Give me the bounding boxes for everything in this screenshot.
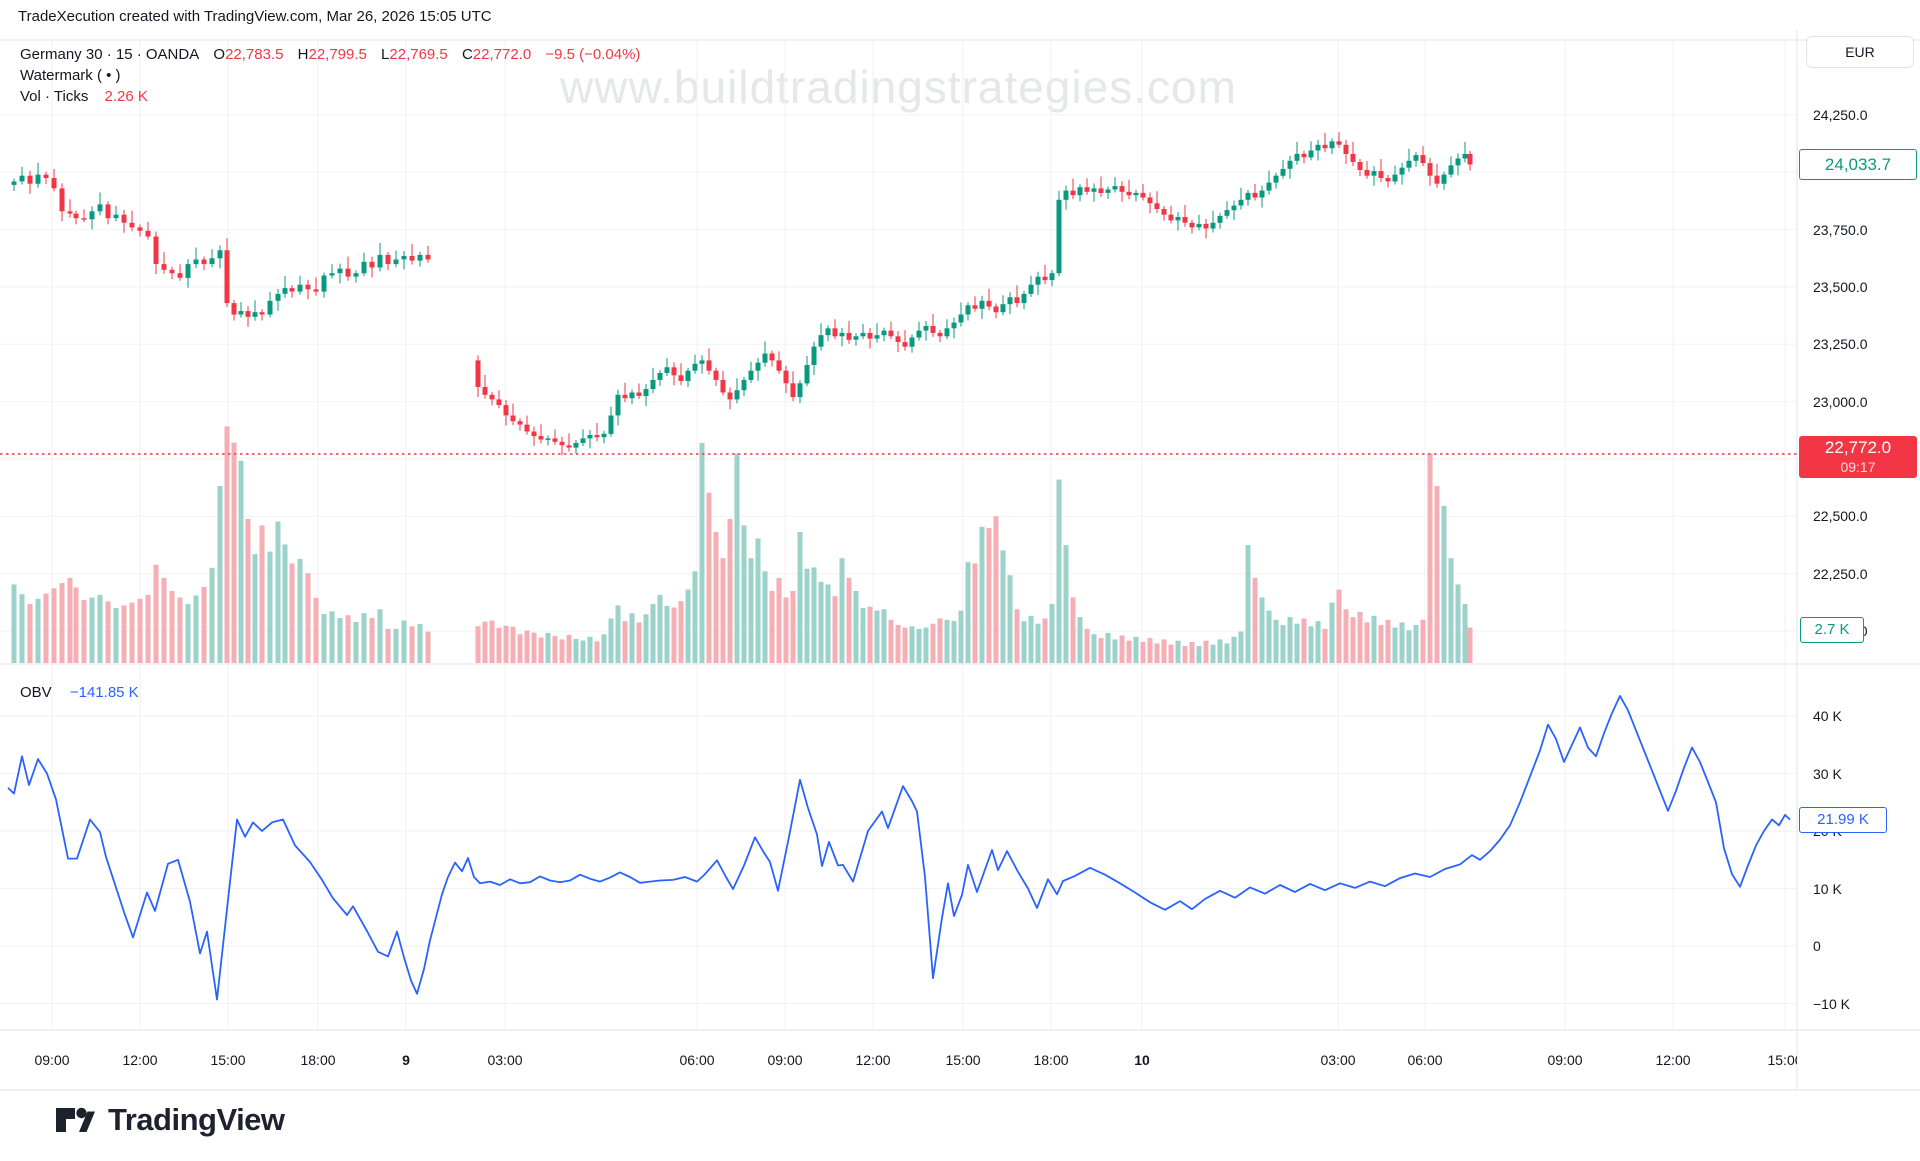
obv-tick-label: 40 K [1813,708,1842,724]
low-label: L [381,46,390,63]
time-tick-label: 15:00 [1767,1052,1797,1068]
time-tick-label: 9 [402,1052,410,1068]
obv-legend-row[interactable]: OBV −141.85 K [20,684,139,701]
low-value: 22,769.5 [389,46,448,63]
obv-value: −141.85 K [69,684,139,701]
chart-legend[interactable]: Germany 30 · 15 · OANDA O22,783.5 H22,79… [20,44,640,107]
close-value: 22,772.0 [472,46,532,63]
price-tick-label: 23,250.0 [1813,336,1868,352]
symbol-name[interactable]: Germany 30 · 15 · OANDA [20,46,200,63]
high-label: H [297,46,309,63]
price-tick-label: 23,750.0 [1813,222,1868,238]
session-price-value: 22,772.0 [1824,438,1892,457]
time-tick-label: 10 [1134,1052,1150,1068]
tradingview-footer[interactable]: TradingView [52,1096,285,1144]
session-price-time: 09:17 [1840,459,1876,475]
price-tick-label: 23,000.0 [1813,394,1868,410]
time-axis[interactable]: 09:00 12:00 15:00 18:00 9 03:00 06:00 09:00 12:0… [0,1030,1797,1090]
price-tick-label: 24,250.0 [1813,107,1868,123]
export-title: TradeXecution created with TradingView.c… [18,8,492,25]
price-tick-label: 22,500.0 [1813,508,1868,524]
time-tick-label: 18:00 [1033,1052,1069,1068]
obv-tick-label: 10 K [1813,881,1842,897]
price-tick-label: 23,500.0 [1813,279,1868,295]
tradingview-brand-text: TradingView [108,1102,285,1137]
time-tick-label: 09:00 [767,1052,803,1068]
watermark-setting-row[interactable]: Watermark ( • ) [20,67,121,84]
open-value: 22,783.5 [225,46,284,63]
time-tick-label: 09:00 [34,1052,70,1068]
close-label: C [461,46,473,63]
time-tick-label: 12:00 [1655,1052,1691,1068]
volume-legend-row[interactable]: Vol · Ticks 2.26 K [20,86,640,107]
currency-button[interactable]: EUR [1806,36,1914,68]
price-tick-label: 22,250.0 [1813,566,1868,582]
volume-label[interactable]: Vol · Ticks [20,88,89,105]
high-value: 22,799.5 [308,46,367,63]
time-tick-label: 12:00 [122,1052,158,1068]
symbol-legend-row[interactable]: Germany 30 · 15 · OANDA O22,783.5 H22,79… [20,44,640,65]
time-tick-label: 06:00 [1407,1052,1443,1068]
obv-tick-label: −10 K [1813,996,1850,1012]
time-tick-label: 15:00 [945,1052,981,1068]
obv-value-badge: 21.99 K [1799,807,1887,833]
volume-value-badge: 2.7 K [1800,617,1864,643]
time-tick-label: 15:00 [210,1052,246,1068]
time-tick-label: 06:00 [679,1052,715,1068]
obv-tick-label: 30 K [1813,766,1842,782]
tradingview-logo-icon[interactable] [52,1098,96,1142]
time-tick-label: 03:00 [1320,1052,1356,1068]
obv-label[interactable]: OBV [20,684,52,701]
time-tick-label: 12:00 [855,1052,891,1068]
last-price-badge: 24,033.7 [1799,149,1917,180]
watermark-text: www.buildtradingstrategies.com [560,61,1237,113]
open-label: O [213,46,226,63]
obv-tick-label: 0 [1813,938,1821,954]
session-price-badge: 22,772.0 09:17 [1799,436,1917,478]
time-tick-label: 03:00 [487,1052,523,1068]
volume-value: 2.26 K [104,88,148,105]
change-value: −9.5 (−0.04%) [545,46,641,63]
time-tick-label: 18:00 [300,1052,336,1068]
time-tick-label: 09:00 [1547,1052,1583,1068]
